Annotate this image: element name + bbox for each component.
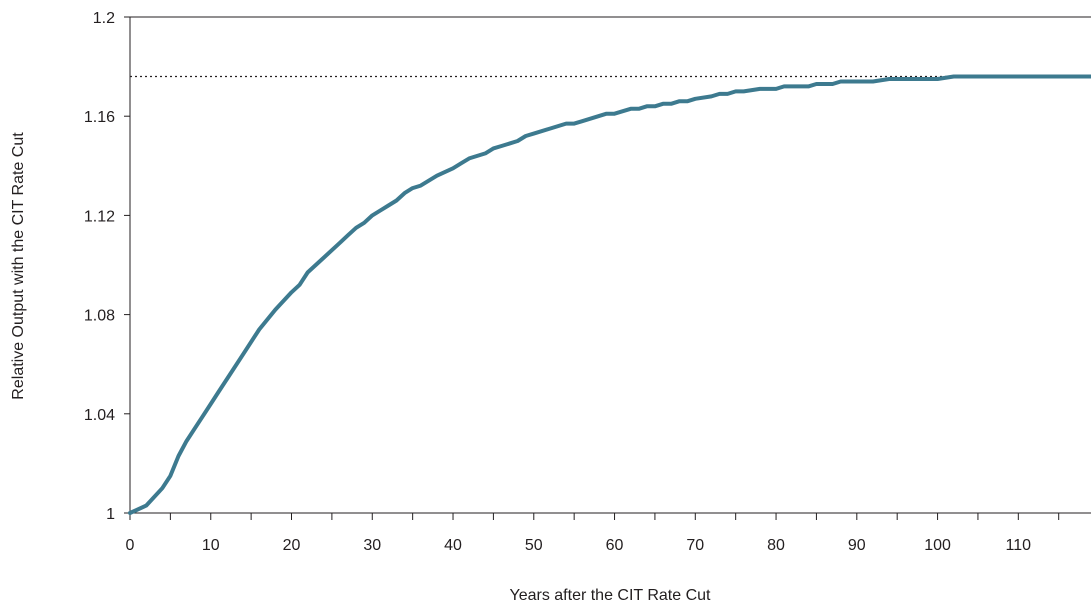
x-axis-title: Years after the CIT Rate Cut (510, 587, 712, 604)
x-tick-label: 100 (924, 537, 951, 554)
y-tick-label: 1.2 (93, 10, 115, 27)
y-tick-label: 1.08 (84, 308, 115, 325)
x-tick-label: 20 (283, 537, 301, 554)
series-line (128, 74, 1091, 515)
x-tick-label: 60 (606, 537, 624, 554)
x-tick-label: 10 (202, 537, 220, 554)
x-tick-label: 80 (767, 537, 785, 554)
x-tick-label: 110 (1006, 537, 1032, 554)
y-tick-label: 1.12 (84, 208, 115, 225)
y-axis-title: Relative Output with the CIT Rate Cut (10, 132, 27, 400)
x-tick-label: 50 (525, 537, 543, 554)
y-tick-label: 1 (106, 506, 115, 523)
x-tick-label: 0 (126, 537, 135, 554)
y-tick-label: 1.04 (84, 407, 115, 424)
x-tick-label: 90 (848, 537, 866, 554)
x-tick-label: 70 (686, 537, 704, 554)
x-tick-label: 40 (444, 537, 462, 554)
y-tick-label: 1.16 (84, 109, 115, 126)
x-tick-label: 30 (363, 537, 381, 554)
